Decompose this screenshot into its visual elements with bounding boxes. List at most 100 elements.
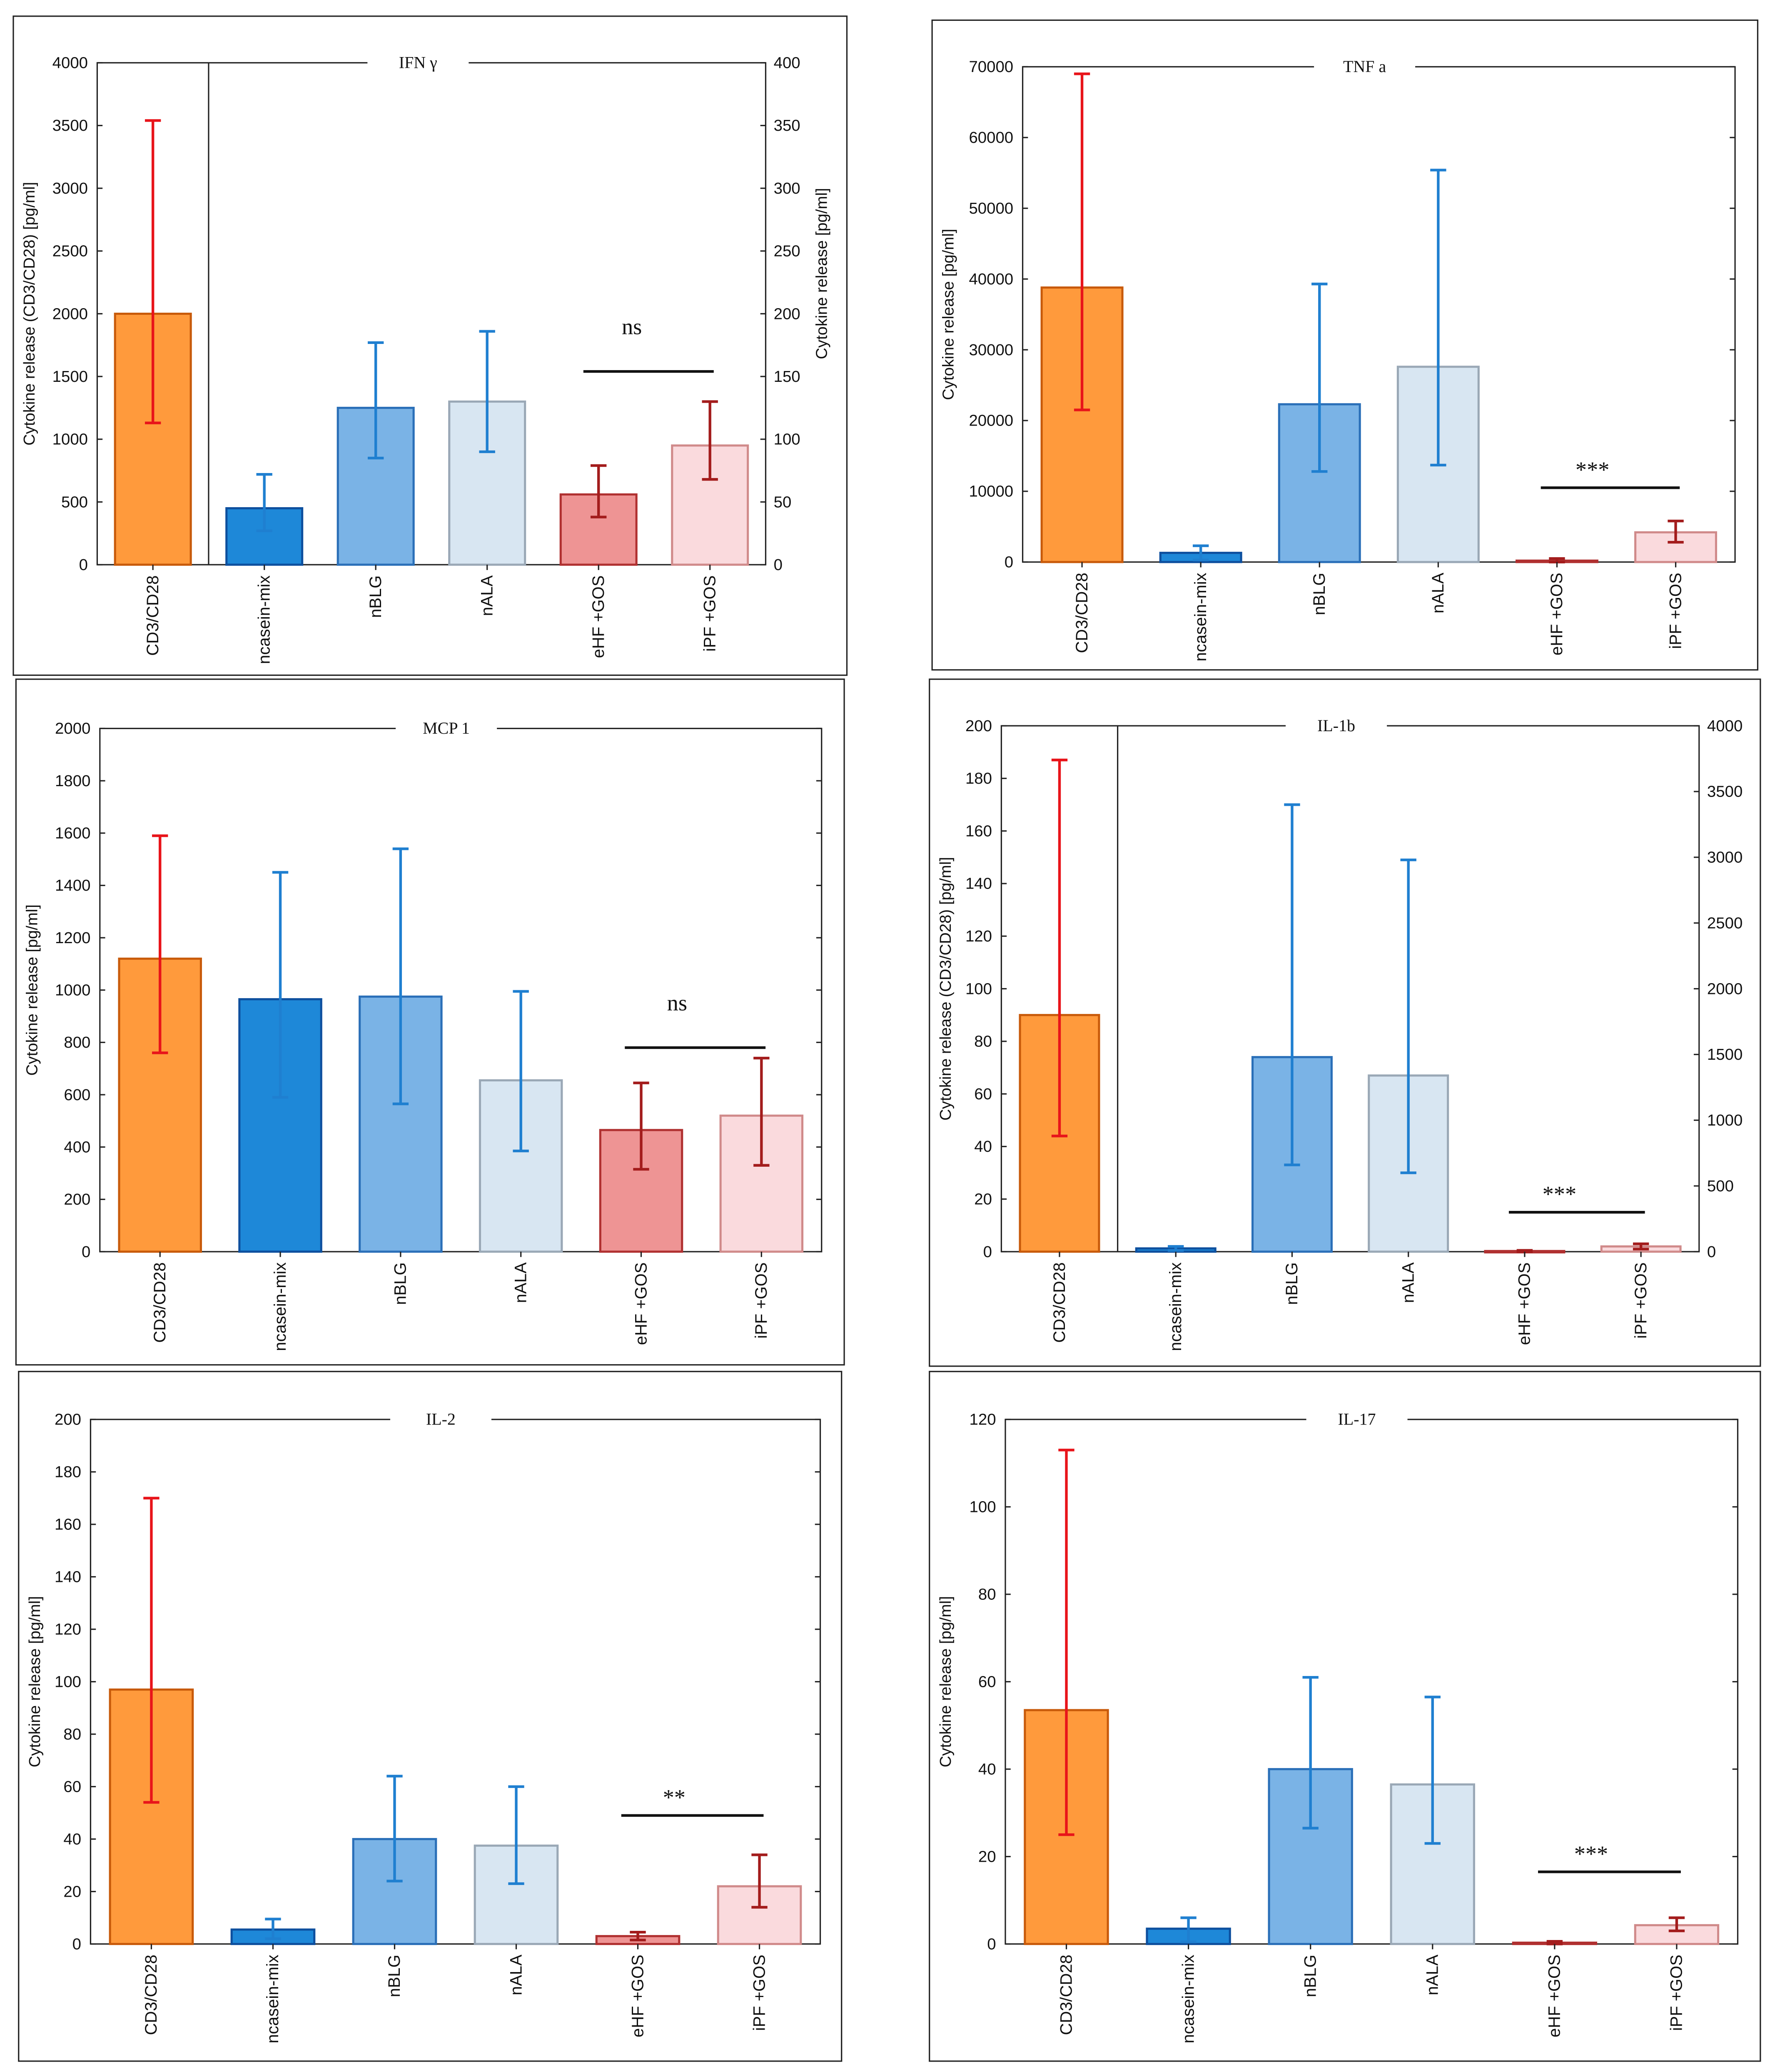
category-label: eHF +GOS bbox=[1546, 1955, 1564, 2037]
category-label: iPF +GOS bbox=[1632, 1263, 1650, 1339]
y-tick-label: 0 bbox=[983, 1243, 992, 1261]
chart-title: IFN γ bbox=[399, 53, 437, 72]
category-label: nBLG bbox=[366, 575, 385, 618]
y2-tick-label: 100 bbox=[774, 431, 800, 448]
category-label: nBLG bbox=[385, 1955, 404, 1997]
y-tick-label: 0 bbox=[1005, 553, 1013, 571]
y2-tick-label: 400 bbox=[774, 54, 800, 72]
category-label: CD3/CD28 bbox=[142, 1955, 160, 2035]
y-tick-label: 200 bbox=[64, 1190, 90, 1208]
y-tick-label: 400 bbox=[64, 1138, 90, 1156]
y-tick-label: 80 bbox=[978, 1586, 996, 1604]
y-tick-label: 140 bbox=[965, 875, 992, 893]
y-tick-label: 60 bbox=[978, 1673, 996, 1691]
y2-tick-label: 2500 bbox=[1707, 914, 1743, 932]
y-tick-label: 40 bbox=[63, 1830, 81, 1848]
y2-tick-label: 250 bbox=[774, 242, 800, 260]
y2-tick-label: 3000 bbox=[1707, 849, 1743, 867]
y-tick-label: 180 bbox=[965, 770, 992, 787]
category-label: eHF +GOS bbox=[632, 1263, 650, 1345]
y-tick-label: 100 bbox=[970, 1498, 996, 1516]
significance-label: *** bbox=[1543, 1182, 1577, 1207]
category-label: iPF +GOS bbox=[701, 575, 719, 652]
y-axis-label: Cytokine release [pg/ml] bbox=[937, 1596, 955, 1767]
y-tick-label: 40000 bbox=[969, 270, 1013, 288]
y-tick-label: 1200 bbox=[55, 929, 90, 947]
y-axis-label: Cytokine release (CD3/CD28) [pg/ml] bbox=[20, 182, 38, 446]
category-label: iPF +GOS bbox=[1668, 1955, 1686, 2031]
title-gap bbox=[1314, 61, 1416, 72]
y-tick-label: 180 bbox=[55, 1463, 81, 1481]
y2-tick-label: 500 bbox=[1707, 1177, 1734, 1195]
category-label: eHF +GOS bbox=[628, 1955, 647, 2037]
y-tick-label: 1000 bbox=[52, 431, 88, 448]
y2-tick-label: 0 bbox=[774, 556, 783, 574]
y-tick-label: 0 bbox=[79, 556, 88, 574]
y-tick-label: 60000 bbox=[969, 129, 1013, 147]
significance-label: *** bbox=[1574, 1841, 1608, 1866]
y-tick-label: 1400 bbox=[55, 877, 90, 894]
category-label: nBLG bbox=[1310, 573, 1329, 615]
chart-title: IL-2 bbox=[426, 1410, 456, 1429]
y-tick-label: 2000 bbox=[52, 305, 88, 323]
title-gap bbox=[390, 1414, 491, 1425]
y-tick-label: 140 bbox=[55, 1568, 81, 1586]
chart-title: IL-1b bbox=[1317, 716, 1355, 735]
title-gap bbox=[367, 57, 469, 68]
significance-label: ns bbox=[667, 990, 687, 1015]
title-gap bbox=[1286, 720, 1387, 731]
category-label: CD3/CD28 bbox=[151, 1263, 169, 1343]
y2-tick-label: 200 bbox=[774, 305, 800, 323]
y2-tick-label: 2000 bbox=[1707, 980, 1743, 998]
category-label: CD3/CD28 bbox=[1050, 1263, 1069, 1343]
y-tick-label: 0 bbox=[82, 1243, 90, 1261]
y-axis-label: Cytokine release (CD3/CD28) [pg/ml] bbox=[937, 857, 955, 1121]
y2-tick-label: 150 bbox=[774, 368, 800, 386]
significance-label: ns bbox=[622, 314, 642, 339]
category-label: nALA bbox=[507, 1955, 525, 1995]
chart-panel-il-1b: IL-1b02040608010012014016018020005001000… bbox=[929, 678, 1761, 1367]
y-tick-label: 60 bbox=[974, 1085, 992, 1103]
category-label: nALA bbox=[478, 575, 496, 616]
category-label: nALA bbox=[1399, 1262, 1417, 1303]
y-tick-label: 1600 bbox=[55, 824, 90, 842]
y-tick-label: 160 bbox=[965, 822, 992, 840]
chart-panel-il-2: IL-2 0 20 40 60 80 100 120 140 160 180 200 Cytokine … bbox=[18, 1371, 843, 2062]
y-tick-label: 0 bbox=[987, 1935, 996, 1953]
chart-title: MCP 1 bbox=[423, 719, 470, 737]
y-tick-label: 200 bbox=[55, 1411, 81, 1429]
category-label: ncasein-mix bbox=[1179, 1955, 1197, 2043]
category-label: eHF +GOS bbox=[589, 575, 608, 658]
y-tick-label: 60 bbox=[63, 1778, 81, 1796]
y-tick-label: 20 bbox=[978, 1848, 996, 1865]
y2-tick-label: 300 bbox=[774, 179, 800, 197]
y-tick-label: 70000 bbox=[969, 58, 1013, 76]
y-tick-label: 2500 bbox=[52, 242, 88, 260]
y2-tick-label: 50 bbox=[774, 493, 792, 511]
category-label: ncasein-mix bbox=[1167, 1263, 1185, 1351]
category-label: CD3/CD28 bbox=[1073, 573, 1091, 653]
y2-tick-label: 0 bbox=[1707, 1243, 1716, 1261]
category-label: nBLG bbox=[1283, 1263, 1301, 1305]
category-label: nALA bbox=[511, 1262, 530, 1303]
y-tick-label: 120 bbox=[55, 1621, 81, 1639]
y-tick-label: 20 bbox=[63, 1883, 81, 1900]
y-tick-label: 40 bbox=[974, 1138, 992, 1156]
category-label: ncasein-mix bbox=[264, 1955, 282, 2043]
category-label: CD3/CD28 bbox=[1057, 1955, 1075, 2035]
chart-panel-mcp-1: MCP 1 0 200 400 600 800 1000 1200 1400 1600 1800 20… bbox=[15, 678, 845, 1366]
y2-tick-label: 1000 bbox=[1707, 1111, 1743, 1129]
y-tick-label: 120 bbox=[965, 927, 992, 945]
y-tick-label: 160 bbox=[55, 1516, 81, 1534]
y-axis-label: Cytokine release [pg/ml] bbox=[23, 904, 41, 1076]
y2-tick-label: 4000 bbox=[1707, 717, 1743, 735]
y-tick-label: 120 bbox=[970, 1411, 996, 1429]
y-tick-label: 1800 bbox=[55, 772, 90, 790]
y-tick-label: 3500 bbox=[52, 117, 88, 134]
chart-title: TNF a bbox=[1343, 57, 1386, 76]
category-label: nALA bbox=[1423, 1955, 1442, 1995]
y-tick-label: 100 bbox=[55, 1673, 81, 1691]
y-tick-label: 4000 bbox=[52, 54, 88, 72]
chart-panel-ifn-: IFN γ 0 500 1000 1500 2000 2500 3000 3500 4000 0 50… bbox=[12, 15, 848, 676]
